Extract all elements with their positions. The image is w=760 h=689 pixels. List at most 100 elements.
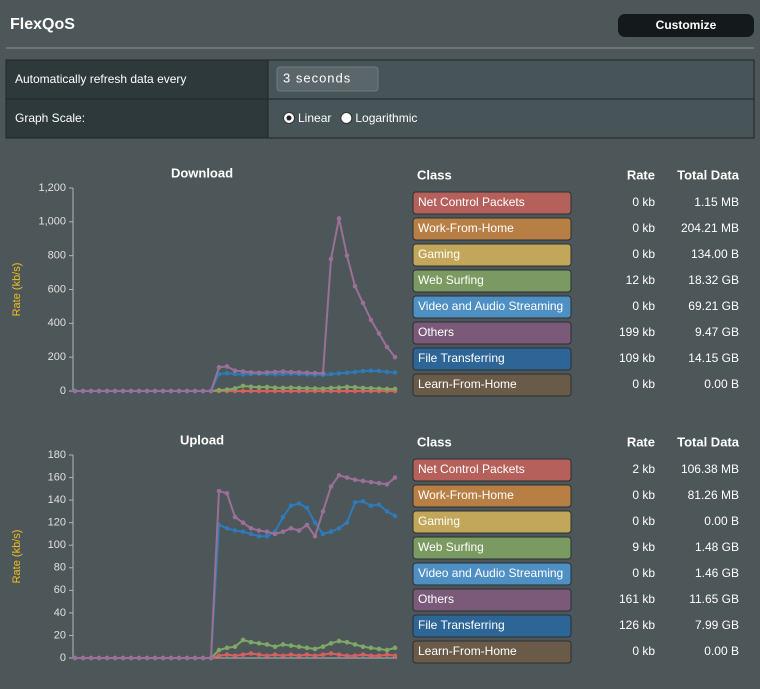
data-point [120, 655, 126, 661]
data-point [360, 300, 366, 306]
data-point [288, 385, 294, 390]
customize-label[interactable]: Customize [656, 18, 717, 32]
data-point [344, 388, 350, 394]
class-name: Learn-From-Home [418, 377, 517, 391]
data-point [96, 388, 102, 394]
data-point [384, 369, 390, 375]
data-point [312, 370, 318, 376]
data-point [240, 388, 246, 394]
data-point [248, 531, 254, 537]
data-point [168, 388, 174, 394]
data-point [224, 387, 230, 392]
radio-label[interactable]: Linear [298, 111, 331, 125]
data-point [336, 638, 342, 644]
data-point [128, 388, 134, 394]
data-point [392, 370, 398, 375]
data-point [176, 655, 182, 661]
data-point [384, 344, 390, 350]
data-point [376, 331, 382, 336]
class-pill [412, 347, 572, 371]
data-point [336, 473, 342, 478]
data-point [280, 369, 286, 374]
data-point [248, 526, 254, 531]
class-name: Gaming [418, 247, 460, 261]
data-point [368, 653, 374, 659]
class-rate: 0 kb [632, 566, 655, 580]
class-rate: 2 kb [632, 462, 655, 476]
class-total: 0.00 B [704, 514, 739, 528]
data-point [352, 500, 358, 505]
data-point [184, 388, 190, 394]
data-point [136, 388, 142, 394]
data-point [184, 655, 190, 661]
data-point [304, 652, 310, 657]
data-point [328, 641, 334, 646]
data-point [352, 384, 358, 390]
radio-dot[interactable] [286, 115, 292, 121]
data-point [272, 531, 278, 537]
data-point [368, 385, 374, 391]
class-rate: 0 kb [632, 299, 655, 313]
class-pill [412, 614, 572, 638]
customize-button[interactable] [618, 14, 754, 37]
class-total: 81.26 MB [688, 488, 739, 502]
column-header: Total Data [677, 167, 740, 182]
column-header: Total Data [677, 434, 740, 449]
class-total: 1.15 MB [694, 195, 739, 209]
setting-label: Automatically refresh data every [15, 72, 186, 86]
data-point [248, 384, 254, 390]
data-point [256, 652, 262, 657]
column-header: Rate [627, 434, 655, 449]
class-pill [412, 484, 572, 508]
y-tick-label: 400 [48, 317, 66, 329]
class-name: Video and Audio Streaming [418, 566, 563, 580]
data-point [392, 475, 398, 480]
class-name: Gaming [418, 514, 460, 528]
class-rate: 199 kb [619, 325, 655, 339]
data-point [360, 644, 366, 650]
class-rate: 12 kb [626, 273, 656, 287]
refresh-value[interactable]: 3 seconds [283, 70, 351, 85]
data-point [312, 520, 318, 525]
data-point [192, 655, 198, 661]
data-point [216, 488, 222, 494]
data-point [160, 388, 166, 394]
class-rate: 161 kb [619, 592, 655, 606]
class-name: Web Surfing [418, 273, 484, 287]
y-tick-label: 0 [60, 385, 66, 397]
class-pill [412, 458, 572, 482]
radio-label[interactable]: Logarithmic [355, 111, 417, 125]
data-point [152, 388, 158, 394]
data-point [376, 368, 382, 374]
radio-button[interactable] [340, 112, 353, 124]
page-title: FlexQoS [10, 16, 75, 33]
data-point [256, 384, 262, 390]
data-point [200, 388, 206, 394]
data-point [248, 388, 254, 394]
data-point [368, 479, 374, 485]
data-point [368, 645, 374, 651]
data-point [320, 509, 326, 514]
data-point [72, 655, 78, 661]
data-point [320, 370, 326, 376]
data-point [344, 253, 350, 258]
data-point [232, 653, 238, 659]
class-total: 0.00 B [704, 644, 739, 658]
data-point [320, 386, 326, 391]
data-point [336, 216, 342, 221]
class-rate: 0 kb [632, 377, 655, 391]
y-tick-label: 40 [54, 607, 66, 619]
data-point [296, 501, 302, 506]
data-point [376, 480, 382, 486]
data-point [256, 533, 262, 539]
class-rate: 109 kb [619, 351, 655, 365]
y-tick-label: 600 [48, 283, 66, 295]
data-point [216, 365, 222, 370]
data-point [344, 475, 350, 480]
data-point [240, 383, 246, 389]
refresh-select[interactable] [276, 66, 379, 92]
y-tick-label: 140 [48, 494, 66, 506]
data-point [368, 317, 374, 323]
data-point [392, 513, 398, 519]
